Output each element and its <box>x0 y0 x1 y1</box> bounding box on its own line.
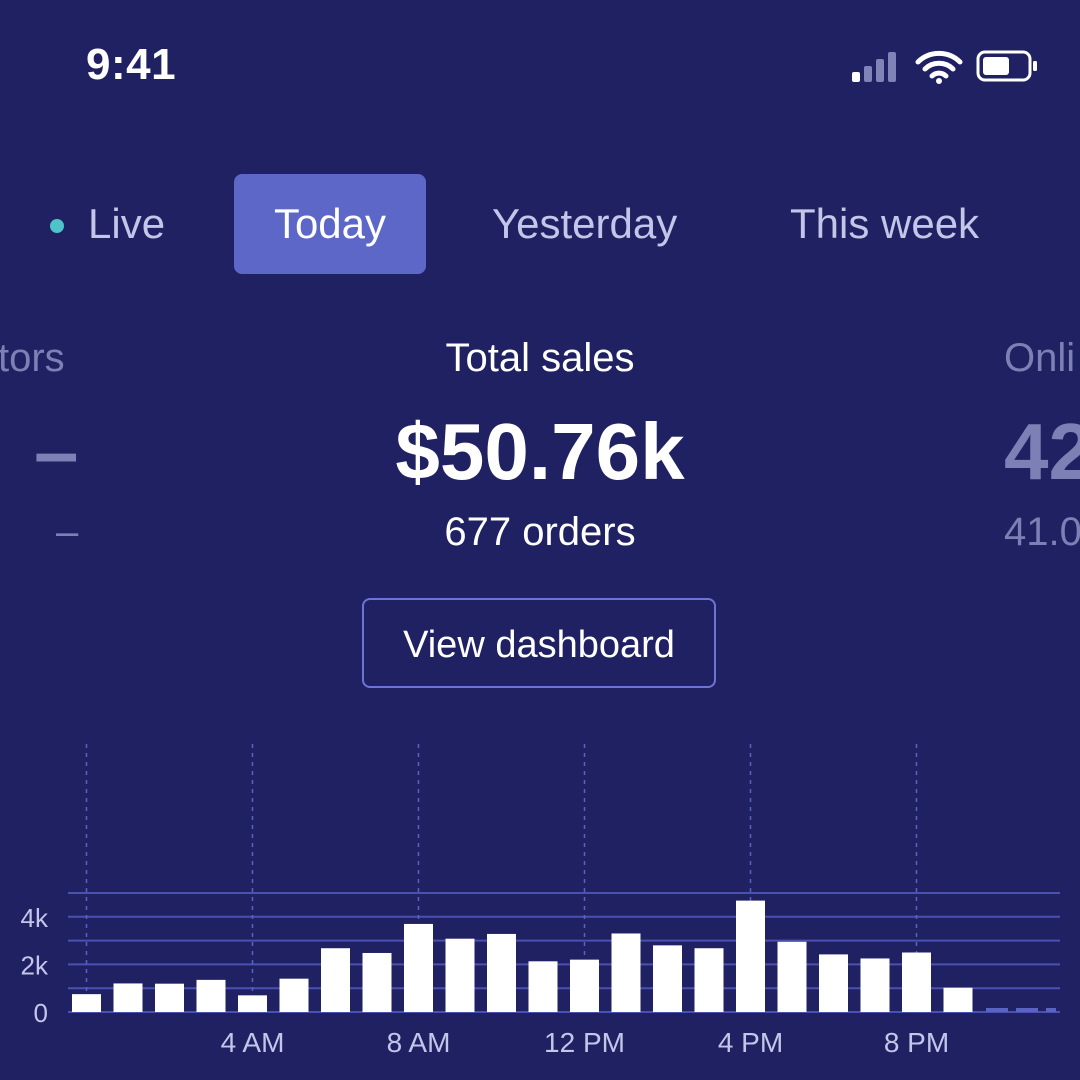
live-indicator-icon <box>50 219 64 233</box>
y-tick-label: 4k <box>21 903 49 933</box>
chart-bar <box>362 952 392 1012</box>
chart-bar <box>570 959 599 1012</box>
chart-bar <box>238 995 267 1012</box>
total-sales-value: $50.76k <box>395 407 685 496</box>
chart-bar <box>72 994 101 1012</box>
x-tick-label: 4 AM <box>221 1027 285 1058</box>
chart-bar <box>528 961 558 1012</box>
chart-bar <box>860 958 890 1012</box>
chart-bar <box>321 948 350 1012</box>
metric-left-label: tors <box>0 336 65 380</box>
x-tick-label: 4 PM <box>718 1027 783 1058</box>
x-tick-label: 8 AM <box>387 1027 451 1058</box>
metric-right-value: 42 <box>1004 407 1080 496</box>
chart-bar <box>155 983 184 1012</box>
chart-bar <box>736 900 765 1012</box>
chart-bar <box>943 987 973 1012</box>
chart-bar <box>445 938 475 1012</box>
x-tick-label: 8 PM <box>884 1027 949 1058</box>
chart-bar <box>777 941 807 1012</box>
metric-left-sub: – <box>56 510 79 554</box>
sales-bar-chart: 0 2k 4k 4 AM 8 AM 12 PM 4 PM 8 PM <box>21 744 1060 1058</box>
chart-bar <box>487 933 516 1012</box>
x-tick-label: 12 PM <box>544 1027 625 1058</box>
orders-count: 677 orders <box>444 510 636 554</box>
tab-yesterday[interactable]: Yesterday <box>492 200 678 247</box>
chart-bar <box>196 979 226 1012</box>
tab-today[interactable]: Today <box>234 174 426 274</box>
chart-bar <box>694 948 724 1012</box>
y-tick-label: 0 <box>34 998 48 1028</box>
tab-this-week[interactable]: This week <box>790 200 980 247</box>
chart-bar <box>653 945 682 1012</box>
chart-bar <box>279 978 309 1012</box>
view-dashboard-button[interactable]: View dashboard <box>362 598 716 688</box>
chart-bar <box>611 933 641 1012</box>
chart-bar <box>902 952 931 1012</box>
cellular-signal-icon <box>852 52 902 82</box>
battery-icon <box>976 50 1037 82</box>
y-tick-label: 2k <box>21 950 49 980</box>
metric-right-sub: 41.0 <box>1004 510 1080 554</box>
chart-bar <box>819 954 848 1012</box>
tab-live[interactable]: Live <box>88 200 166 247</box>
metric-left-value: – <box>34 407 79 496</box>
chart-bar <box>404 923 433 1012</box>
status-time: 9:41 <box>86 40 177 89</box>
metric-right-label: Onli <box>1004 336 1076 380</box>
chart-bar <box>113 983 143 1012</box>
wifi-icon <box>915 50 963 84</box>
total-sales-label: Total sales <box>445 336 635 380</box>
